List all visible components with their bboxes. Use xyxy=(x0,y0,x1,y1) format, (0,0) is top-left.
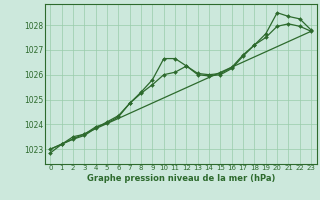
X-axis label: Graphe pression niveau de la mer (hPa): Graphe pression niveau de la mer (hPa) xyxy=(87,174,275,183)
